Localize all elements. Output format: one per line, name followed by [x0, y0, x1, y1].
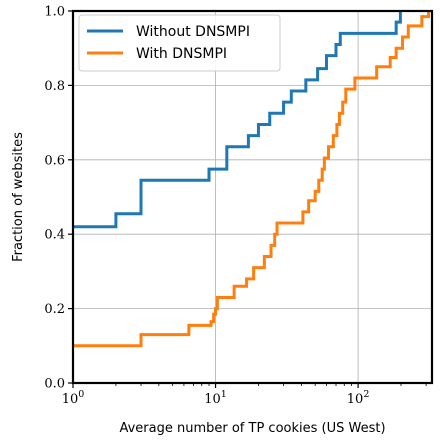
- y-tick-label: 0.0: [44, 377, 65, 392]
- x-tick-label: 102: [347, 389, 370, 407]
- legend: Without DNSMPI With DNSMPI: [78, 14, 281, 72]
- legend-label: With DNSMPI: [136, 46, 227, 62]
- x-tick-label: 101: [204, 389, 227, 407]
- series-line-1: [73, 11, 402, 229]
- legend-label: Without DNSMPI: [136, 24, 250, 40]
- legend-box: [78, 14, 281, 72]
- y-tick-label: 0.6: [44, 153, 65, 168]
- x-tick-label: 100: [62, 389, 85, 407]
- x-axis-label: Average number of TP cookies (US West): [119, 421, 385, 436]
- y-tick-label: 1.0: [44, 5, 65, 20]
- y-tick-label: 0.4: [44, 228, 65, 243]
- series-lines: [73, 11, 431, 348]
- plot-frame: [71, 9, 434, 385]
- y-tick-label: 0.8: [44, 79, 65, 94]
- y-tick-label: 0.2: [44, 302, 65, 317]
- axis-ticks: 0.0 0.2 0.4 0.6 0.8 1.0 100 101 102: [44, 5, 427, 407]
- y-axis-label: Fraction of websites: [11, 132, 26, 262]
- series-line-2: [73, 11, 431, 348]
